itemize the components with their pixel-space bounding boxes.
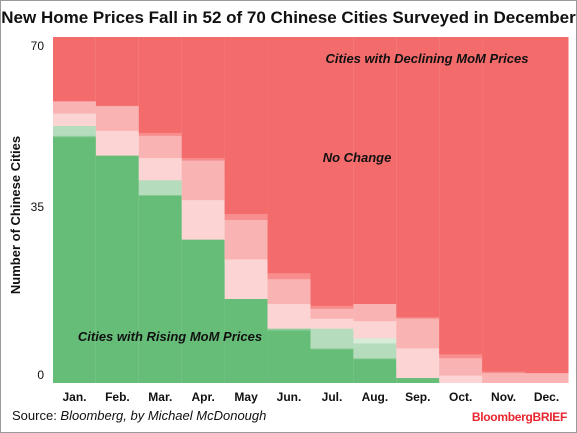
source-text: Bloomberg, by Michael McDonough: [60, 408, 267, 423]
declining-band-jun-3: [267, 37, 311, 274]
x-tick-jul: Jul.: [322, 390, 343, 404]
y-tick-0: 0: [37, 368, 44, 382]
annotation-no-change: No Change: [323, 150, 392, 165]
rising-band-jun-0: [267, 330, 311, 383]
annotations: Cities with Declining MoM Prices No Chan…: [78, 51, 529, 344]
declining-band-feb-3: [95, 37, 140, 106]
declining-band-apr-3: [181, 37, 226, 159]
x-tick-mar: Mar.: [148, 390, 172, 404]
declining-band-may-3: [224, 37, 269, 214]
y-axis-label: Number of Chinese Cities: [8, 136, 23, 294]
rising-band-jan-0: [53, 137, 97, 383]
rising-band-aug-0: [353, 359, 397, 383]
source-note: Source: Bloomberg, by Michael McDonough: [12, 408, 266, 423]
x-tick-oct: Oct.: [449, 390, 472, 404]
x-ticks: Jan. Feb. Mar. Apr. May Jun. Jul. Aug. Sep. Oct. N…: [62, 390, 559, 404]
declining-band-jul-3: [310, 37, 354, 306]
rising-band-feb-0: [95, 155, 140, 383]
x-tick-jan: Jan.: [62, 390, 86, 404]
x-tick-may: May: [234, 390, 258, 404]
x-tick-aug: Aug.: [362, 390, 389, 404]
declining-band-mar-3: [138, 37, 183, 133]
x-tick-jun: Jun.: [277, 390, 302, 404]
x-tick-sep: Sep.: [405, 390, 430, 404]
rising-band-jul-0: [310, 349, 354, 383]
chart-title: New Home Prices Fall in 52 of 70 Chinese…: [1, 8, 576, 27]
annotation-declining: Cities with Declining MoM Prices: [326, 51, 529, 66]
x-tick-feb: Feb.: [105, 390, 130, 404]
declining-band-dec-3: [525, 37, 569, 374]
declining-band-aug-3: [353, 37, 397, 304]
x-tick-apr: Apr.: [192, 390, 215, 404]
brand-logo: BloombergBRIEF: [471, 410, 567, 424]
x-tick-nov: Nov.: [491, 390, 516, 404]
rising-band-mar-0: [138, 195, 183, 383]
plot-area: [53, 37, 569, 383]
y-tick-35: 35: [31, 200, 45, 214]
source-prefix: Source:: [12, 408, 61, 423]
axes: 70 35 0 Number of Chinese Cities: [8, 39, 44, 382]
declining-band-sep-3: [396, 37, 440, 318]
declining-band-jan-3: [53, 37, 97, 102]
declining-band-nov-3: [482, 37, 526, 372]
x-tick-dec: Dec.: [534, 390, 559, 404]
y-tick-70: 70: [31, 39, 45, 53]
annotation-rising: Cities with Rising MoM Prices: [78, 329, 262, 344]
declining-band-oct-3: [439, 37, 483, 355]
